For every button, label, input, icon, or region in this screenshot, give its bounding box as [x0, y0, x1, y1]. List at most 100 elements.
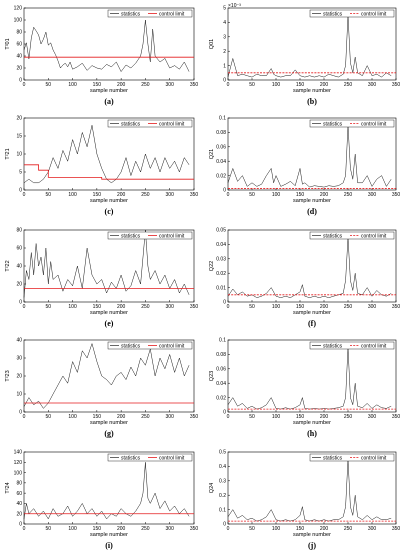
x-axis-label: sample number [90, 420, 128, 426]
legend-control-label: control limit [361, 455, 387, 461]
y-tick-label: 0.2 [219, 493, 226, 499]
x-tick-label: 0 [23, 414, 26, 420]
x-tick-label: 200 [117, 192, 126, 198]
chart-d: 0 50 100 150 200 250 300 350 0 0.02 0.04 0.06 0.08 0.… [209, 116, 400, 216]
y-tick-label: 0.08 [216, 352, 226, 358]
panel-caption: (b) [307, 97, 317, 106]
x-tick-label: 350 [392, 82, 401, 88]
x-tick-label: 350 [392, 304, 401, 310]
statistics-series-line [23, 462, 190, 520]
x-tick-label: 350 [392, 414, 401, 420]
x-tick-label: 200 [320, 82, 329, 88]
chart-f: 0 50 100 150 200 250 300 350 0 0.01 0.02 0.03 0.04 0.… [209, 228, 400, 328]
x-tick-label: 150 [296, 82, 305, 88]
x-tick-label: 50 [249, 414, 255, 420]
x-tick-label: 300 [166, 192, 175, 198]
x-tick-label: 350 [392, 192, 401, 198]
x-tick-label: 250 [344, 526, 353, 532]
x-tick-label: 250 [344, 192, 353, 198]
y-tick-label: 2 [223, 49, 226, 55]
x-tick-label: 50 [46, 526, 52, 532]
x-tick-label: 50 [46, 414, 52, 420]
y-tick-label: 0 [19, 188, 22, 194]
x-tick-label: 200 [320, 526, 329, 532]
legend-statistics-label: statistics [121, 11, 141, 17]
x-axis-label: sample number [90, 88, 128, 94]
statistics-series-line [23, 342, 190, 409]
x-tick-label: 200 [320, 192, 329, 198]
y-tick-label: 0 [223, 522, 226, 528]
y-tick-label: 4 [223, 20, 226, 26]
y-axis-label: Q01 [209, 39, 215, 49]
statistics-series-line [23, 229, 190, 298]
x-tick-label: 100 [68, 82, 77, 88]
legend-control-label: control limit [361, 233, 387, 239]
chart-b: 0 50 100 150 200 250 300 350 0 1 2 3 4 5 ×10⁻³ statisti… [209, 3, 400, 106]
panel-caption: (j) [308, 541, 316, 550]
y-tick-label: 0.04 [216, 242, 226, 248]
y-axis-label: Q22 [209, 261, 215, 271]
x-tick-label: 0 [227, 192, 230, 198]
x-tick-label: 50 [46, 192, 52, 198]
x-tick-label: 100 [272, 304, 281, 310]
x-tick-label: 300 [166, 526, 175, 532]
x-tick-label: 300 [368, 414, 377, 420]
y-tick-label: 60 [16, 42, 22, 48]
plot-frame [23, 229, 195, 303]
legend-statistics-label: statistics [323, 121, 343, 127]
y-axis-label: Q24 [209, 483, 215, 493]
y-tick-label: 0.02 [216, 173, 226, 179]
panel-caption: (a) [104, 97, 114, 106]
x-tick-label: 300 [166, 304, 175, 310]
y-tick-label: 20 [16, 116, 22, 122]
y-tick-label: 0.02 [216, 271, 226, 277]
x-axis-label: sample number [293, 88, 331, 94]
y-tick-label: 0.4 [219, 464, 226, 470]
x-axis-label: sample number [293, 420, 331, 426]
y-axis-label: T²23 [5, 370, 11, 381]
x-tick-label: 250 [141, 414, 150, 420]
x-tick-label: 250 [141, 82, 150, 88]
x-tick-label: 250 [344, 414, 353, 420]
panel-caption: (f) [308, 319, 316, 328]
x-tick-label: 150 [93, 526, 102, 532]
x-tick-label: 300 [166, 414, 175, 420]
x-tick-label: 0 [23, 82, 26, 88]
x-tick-label: 300 [368, 304, 377, 310]
x-axis-label: sample number [90, 198, 128, 204]
x-tick-label: 350 [190, 192, 199, 198]
legend-control-label: control limit [159, 121, 185, 127]
legend-statistics-label: statistics [121, 455, 141, 461]
x-tick-label: 200 [117, 526, 126, 532]
legend-control-label: control limit [361, 343, 387, 349]
chart-c: 0 50 100 150 200 250 300 350 0 5 10 15 20 statistics c… [5, 116, 198, 216]
x-tick-label: 100 [68, 192, 77, 198]
x-tick-label: 150 [93, 414, 102, 420]
chart-g: 0 50 100 150 200 250 300 350 0 10 20 30 40 statistics… [5, 338, 198, 438]
legend-control-label: control limit [159, 455, 185, 461]
statistics-series-line [227, 347, 392, 410]
x-tick-label: 0 [227, 526, 230, 532]
legend-control-label: control limit [361, 11, 387, 17]
chart-a: 0 50 100 150 200 250 300 350 0 20 40 60 80 100 120 stat… [5, 6, 198, 106]
y-axis-label: Q23 [209, 371, 215, 381]
plot-frame [227, 339, 397, 413]
plot-frame [227, 117, 397, 191]
x-tick-label: 100 [272, 414, 281, 420]
y-tick-label: 30 [16, 356, 22, 362]
x-tick-label: 0 [23, 192, 26, 198]
y-tick-label: 0 [223, 188, 226, 194]
y-tick-label: 40 [16, 501, 22, 507]
x-tick-label: 150 [296, 414, 305, 420]
x-tick-label: 250 [344, 82, 353, 88]
x-tick-label: 300 [368, 82, 377, 88]
chart-h: 0 50 100 150 200 250 300 350 0 0.02 0.04 0.06 0.08 0.… [209, 338, 400, 438]
x-tick-label: 200 [320, 414, 329, 420]
statistics-series-line [227, 237, 392, 298]
y-exponent-label: ×10⁻³ [228, 3, 241, 9]
x-tick-label: 100 [68, 304, 77, 310]
y-tick-label: 0 [223, 78, 226, 84]
chart-e: 0 50 100 150 200 250 300 350 0 20 40 60 80 statistics… [5, 228, 198, 328]
x-tick-label: 0 [227, 82, 230, 88]
y-tick-label: 5 [223, 6, 226, 12]
